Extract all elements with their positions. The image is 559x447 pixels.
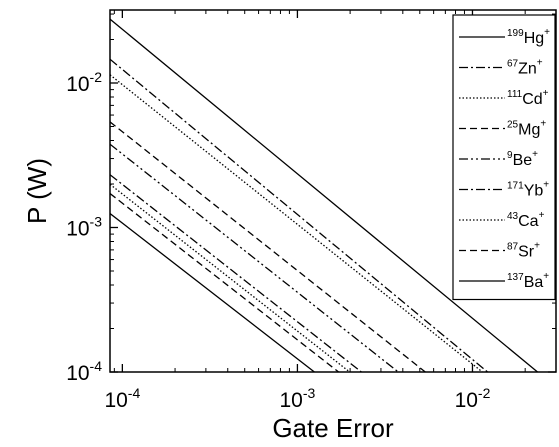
plot-frame (109, 9, 557, 373)
x-tick-label: 10-3 (280, 385, 316, 412)
legend-mass: 25 (507, 120, 519, 131)
legend-charge: + (544, 27, 550, 38)
tick-base: 10 (455, 389, 478, 412)
legend-mass: 43 (507, 211, 519, 222)
legend-label-be: 9Be+ (507, 149, 538, 169)
legend-mass: 137 (507, 272, 524, 283)
legend-charge: + (543, 271, 549, 282)
legend-mass: 9 (507, 150, 513, 161)
y-tick-label: 10-2 (66, 69, 102, 96)
series-line-zn (110, 58, 489, 372)
legend-label-zn: 67Zn+ (507, 58, 543, 78)
legend-label-ca: 43Ca+ (507, 210, 545, 230)
axes-layer: 10-4 10-3 10-210-410-310-2 (66, 10, 556, 412)
tick-base: 10 (66, 73, 89, 96)
legend-label-hg: 199Hg+ (507, 27, 550, 47)
series-layer (110, 18, 539, 372)
legend-charge: + (540, 119, 546, 130)
legend-element: Cd (522, 91, 542, 108)
legend: 199Hg+67Zn+111Cd+25Mg+9Be+171Yb+43Ca+87S… (452, 14, 556, 301)
x-axis-label: Gate Error (272, 413, 394, 442)
series-line-sr (110, 192, 340, 372)
x-tick-label: 10-2 (455, 385, 491, 412)
superscript: -4 (90, 358, 103, 374)
series-line-yb (110, 174, 362, 372)
x-tick-label: 10-4 (104, 385, 140, 412)
series-line-cd (110, 74, 483, 372)
legend-mass: 67 (507, 59, 519, 70)
legend-charge: + (532, 149, 538, 160)
series-line-ba (110, 212, 315, 372)
legend-box (452, 14, 556, 301)
legend-label-sr: 87Sr+ (507, 241, 540, 261)
legend-mass: 111 (507, 89, 523, 100)
superscript: -3 (303, 385, 316, 401)
legend-element: Zn (518, 61, 537, 78)
legend-charge: + (543, 88, 549, 99)
superscript: -4 (128, 385, 141, 401)
legend-mass: 171 (507, 181, 524, 192)
series-line-be (110, 143, 399, 372)
legend-label-mg: 25Mg+ (507, 119, 546, 139)
tick-base: 10 (66, 362, 89, 385)
legend-charge: + (543, 180, 549, 191)
legend-mass: 87 (507, 242, 519, 253)
legend-element: Ca (518, 213, 539, 230)
legend-element: Ba (524, 274, 544, 291)
legend-charge: + (539, 210, 545, 221)
superscript: -2 (478, 385, 491, 401)
superscript: -2 (90, 69, 103, 85)
tick-base: 10 (104, 389, 127, 412)
y-axis-label: P (W) (22, 158, 52, 224)
legend-label-yb: 171Yb+ (507, 180, 549, 200)
series-line-hg (110, 18, 539, 372)
legend-label-cd: 111Cd+ (507, 88, 549, 108)
superscript: -3 (90, 213, 103, 229)
legend-element: Hg (524, 30, 544, 47)
legend-element: Yb (524, 183, 544, 200)
legend-element: Be (513, 152, 533, 169)
y-tick-label: 10-3 (66, 213, 102, 240)
legend-element: Mg (518, 122, 540, 139)
legend-element: Sr (518, 244, 535, 261)
tick-base: 10 (280, 389, 303, 412)
series-line-ca (110, 183, 351, 372)
legend-charge: + (537, 58, 543, 69)
legend-charge: + (534, 241, 540, 252)
legend-mass: 199 (507, 28, 524, 39)
series-line-mg (110, 121, 426, 372)
y-tick-label: 10-4 (66, 358, 102, 385)
legend-label-ba: 137Ba+ (507, 271, 549, 291)
tick-base: 10 (66, 217, 89, 240)
